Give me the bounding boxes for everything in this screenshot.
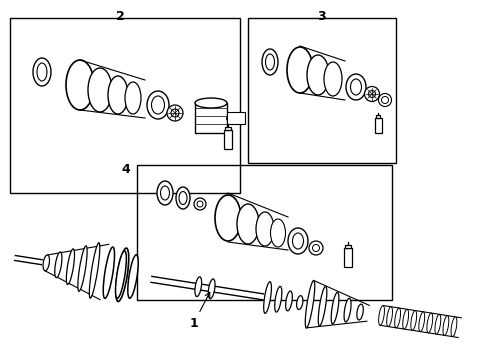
Ellipse shape [167,105,183,121]
Ellipse shape [43,255,49,271]
Ellipse shape [147,91,169,119]
Ellipse shape [287,47,313,93]
Ellipse shape [116,251,126,298]
Bar [225,127,231,130]
Ellipse shape [194,198,206,210]
Ellipse shape [195,277,201,297]
Ellipse shape [176,187,190,209]
Ellipse shape [344,298,351,322]
Ellipse shape [215,195,241,241]
Ellipse shape [318,287,327,326]
Ellipse shape [179,192,187,204]
Ellipse shape [346,74,366,100]
Ellipse shape [419,312,425,332]
Bar [345,245,351,248]
Ellipse shape [208,279,215,299]
Ellipse shape [435,314,441,334]
Ellipse shape [379,306,385,325]
Ellipse shape [195,98,227,108]
Text: 4: 4 [121,163,130,176]
Ellipse shape [262,49,278,75]
Bar [137,165,392,300]
Ellipse shape [313,244,319,252]
Ellipse shape [33,58,51,86]
Ellipse shape [286,291,293,311]
Ellipse shape [256,212,274,246]
Ellipse shape [275,286,282,312]
Ellipse shape [331,292,339,324]
Ellipse shape [151,96,165,114]
Bar [344,248,352,267]
Ellipse shape [103,247,115,298]
Ellipse shape [157,181,173,205]
Ellipse shape [324,62,342,96]
Bar [375,115,380,118]
Ellipse shape [451,317,457,337]
Ellipse shape [365,86,379,102]
Ellipse shape [395,308,400,328]
Ellipse shape [55,252,62,278]
Text: 3: 3 [318,10,326,23]
Ellipse shape [305,280,315,328]
Ellipse shape [427,313,433,333]
Bar [248,18,396,163]
Ellipse shape [108,76,128,114]
Ellipse shape [411,311,416,330]
Ellipse shape [197,201,203,207]
Ellipse shape [387,307,392,327]
Ellipse shape [382,96,389,104]
Ellipse shape [171,109,179,117]
Ellipse shape [296,296,303,310]
Ellipse shape [116,248,129,301]
Ellipse shape [125,82,141,114]
Ellipse shape [37,63,47,81]
Ellipse shape [443,316,449,336]
Ellipse shape [403,309,409,329]
Text: 1: 1 [189,292,210,330]
Ellipse shape [368,90,375,98]
Bar [224,130,232,149]
Ellipse shape [66,249,74,284]
Ellipse shape [293,233,303,249]
Ellipse shape [161,186,170,200]
Ellipse shape [270,219,286,247]
Ellipse shape [128,255,138,298]
Bar [227,112,245,124]
Bar [195,103,227,133]
Ellipse shape [264,282,271,313]
Ellipse shape [78,246,87,291]
Ellipse shape [307,55,329,95]
Bar [10,18,240,193]
Ellipse shape [88,68,112,112]
Ellipse shape [288,228,308,254]
Ellipse shape [350,79,362,95]
Ellipse shape [378,94,392,107]
Ellipse shape [266,54,274,70]
Ellipse shape [237,204,259,244]
Ellipse shape [66,60,94,110]
Ellipse shape [89,243,100,298]
Text: 2: 2 [116,10,124,23]
Bar [374,118,382,134]
Ellipse shape [309,241,323,255]
Ellipse shape [357,304,363,320]
